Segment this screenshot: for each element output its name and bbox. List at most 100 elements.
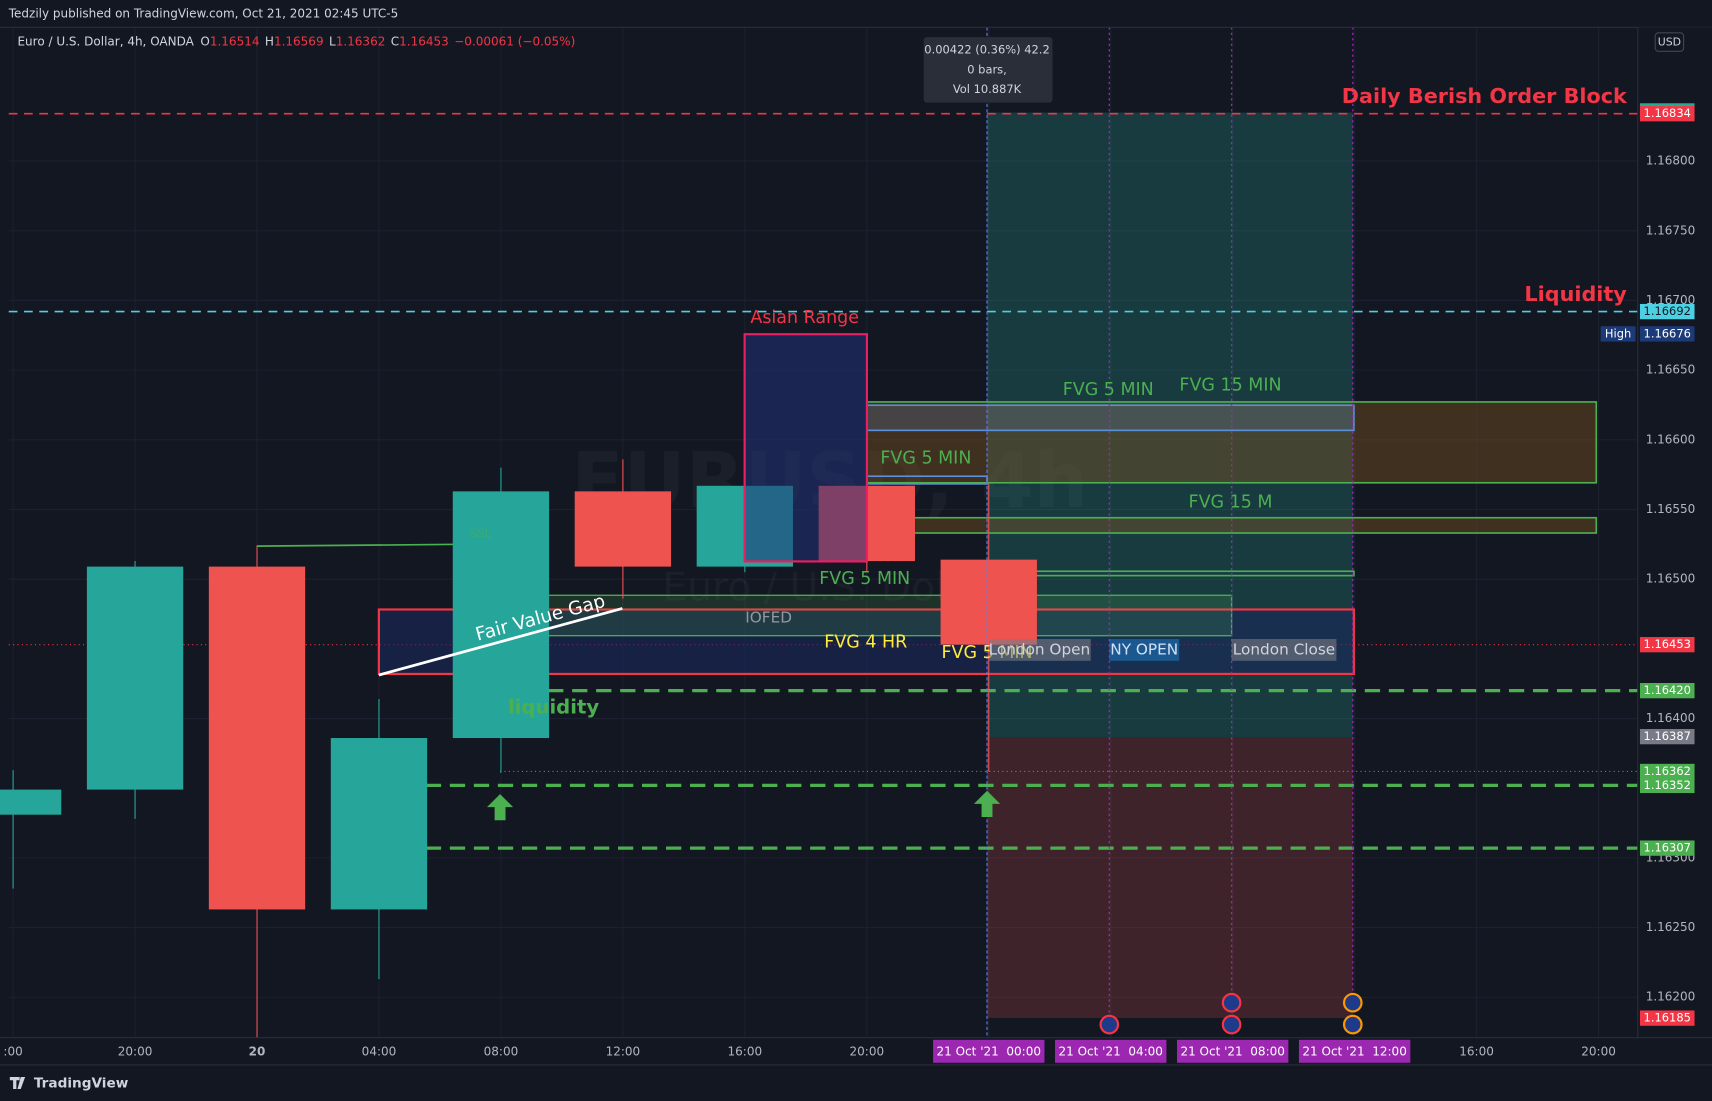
price-axis bbox=[1637, 27, 1712, 1038]
price-label-box bbox=[1639, 728, 1695, 745]
event-icon bbox=[1342, 992, 1363, 1013]
session-box bbox=[989, 638, 1091, 661]
price-label: 1.16307 bbox=[1644, 841, 1691, 855]
price-label: 1.16352 bbox=[1644, 778, 1691, 792]
annotation: FVG 15 MIN bbox=[1179, 376, 1281, 396]
iofed-zone bbox=[499, 594, 1233, 637]
x-tick-highlight bbox=[1177, 1039, 1289, 1063]
annotation: FVG 5 MIN bbox=[1063, 380, 1154, 400]
price-label: 1.16387 bbox=[1644, 729, 1691, 743]
x-tick-highlight bbox=[933, 1039, 1045, 1063]
tooltip-text: 0 bars, bbox=[967, 62, 1007, 76]
top-bar bbox=[0, 0, 1712, 28]
x-tick-label: :00 bbox=[3, 1044, 22, 1058]
y-tick-label: 1.16650 bbox=[1646, 363, 1696, 377]
x-tick-label: 20:00 bbox=[1581, 1044, 1616, 1058]
x-tick-label: 08:00 bbox=[484, 1044, 519, 1058]
session-box bbox=[1109, 638, 1180, 661]
x-tick-label: 12:00 bbox=[606, 1044, 641, 1058]
y-tick-label: 1.16700 bbox=[1646, 293, 1696, 307]
candle-body bbox=[452, 491, 550, 739]
x-tick-label: 20:00 bbox=[850, 1044, 885, 1058]
session-label: London Close bbox=[1233, 640, 1335, 658]
annotation: SSL bbox=[469, 527, 491, 541]
annotation: FVG 5 MIN bbox=[819, 569, 910, 589]
y-tick-label: 1.16250 bbox=[1646, 920, 1696, 934]
annotation: liquidity bbox=[508, 695, 599, 718]
session-label: NY OPEN bbox=[1110, 640, 1178, 658]
ohlc-value: 1.16569 bbox=[274, 34, 324, 48]
axes: 1.162001.162501.163001.164001.165001.165… bbox=[3, 103, 1696, 1063]
event-icon bbox=[1099, 1014, 1120, 1035]
price-label: 1.16676 bbox=[1644, 326, 1691, 340]
price-label-box bbox=[1639, 683, 1695, 699]
price-label: 1.16420 bbox=[1644, 683, 1691, 697]
ohlc-value: 1.16514 bbox=[210, 34, 260, 48]
annotation: IOFED bbox=[745, 609, 792, 627]
event-icon bbox=[1221, 992, 1242, 1013]
y-tick-label: 1.16200 bbox=[1646, 990, 1696, 1004]
annotation: Liquidity bbox=[1524, 282, 1627, 306]
legend: Euro / U.S. Dollar, 4h, OANDA O1.16514 H1.… bbox=[17, 34, 575, 48]
ohlc-key: H bbox=[265, 34, 274, 48]
up-arrow bbox=[973, 790, 1001, 818]
x-tick-highlight bbox=[1298, 1039, 1411, 1063]
y-tick-label: 1.16550 bbox=[1646, 502, 1696, 516]
x-tick-label: 16:00 bbox=[728, 1044, 763, 1058]
x-tick-highlight bbox=[1055, 1039, 1167, 1063]
symbol-title: Euro / U.S. Dollar, 4h, OANDA bbox=[17, 34, 194, 48]
currency: USD bbox=[1658, 36, 1681, 49]
event-icon bbox=[1221, 1014, 1242, 1035]
candle-body bbox=[0, 789, 62, 815]
publisher: Tedzily published on TradingView.com, Oc… bbox=[8, 7, 398, 21]
price-label: 1.16362 bbox=[1644, 764, 1691, 778]
ohlc-value: 1.16453 bbox=[399, 34, 449, 48]
price-label: 1.16185 bbox=[1644, 1011, 1691, 1025]
candle-body bbox=[574, 491, 672, 567]
annotation: Daily Berish Order Block bbox=[1342, 84, 1628, 108]
ohlc-key: C bbox=[391, 34, 399, 48]
candle-body bbox=[208, 566, 306, 910]
candles bbox=[0, 459, 1037, 1042]
ohlc-key: O bbox=[200, 34, 209, 48]
y-tick-label: 1.16750 bbox=[1646, 223, 1696, 237]
tooltip-text: 0.00422 (0.36%) 42.2 bbox=[924, 43, 1049, 57]
session-label: London Open bbox=[989, 640, 1091, 658]
x-tick-label: 16:00 bbox=[1459, 1044, 1494, 1058]
y-tick-label: 1.16600 bbox=[1646, 432, 1696, 446]
ohlc-change: −0.00061 (−0.05%) bbox=[454, 34, 575, 48]
event-icon bbox=[1342, 1014, 1363, 1035]
price-label-box bbox=[1639, 777, 1695, 794]
asian-range-box bbox=[743, 333, 869, 563]
ohlc-key: L bbox=[329, 34, 336, 48]
annotation: FVG 5 MIN bbox=[880, 449, 971, 469]
time-axis bbox=[0, 1037, 1712, 1101]
trend-line bbox=[378, 607, 623, 677]
x-tick-label: 21 Oct '21 08:00 bbox=[1180, 1044, 1284, 1058]
annotation: Asian Range bbox=[750, 308, 859, 328]
measure-tooltip bbox=[923, 37, 1053, 103]
x-tick-label: 21 Oct '21 04:00 bbox=[1059, 1044, 1163, 1058]
session-box bbox=[1231, 638, 1337, 661]
ohlc-value: 1.16362 bbox=[336, 34, 386, 48]
candle-body bbox=[940, 559, 1037, 645]
y-tick-label: 1.16800 bbox=[1646, 154, 1696, 168]
price-tag-box bbox=[1600, 326, 1636, 342]
x-tick-label: 20 bbox=[249, 1044, 266, 1058]
x-tick-label: 21 Oct '21 00:00 bbox=[937, 1044, 1041, 1058]
logo bbox=[9, 1076, 26, 1089]
up-arrow bbox=[486, 794, 514, 821]
candle-body bbox=[86, 566, 184, 790]
x-tick-label: 04:00 bbox=[362, 1044, 397, 1058]
brand: TradingView bbox=[34, 1076, 129, 1092]
events bbox=[1099, 992, 1363, 1035]
fvg-zone bbox=[866, 404, 1355, 432]
price-label-box bbox=[1639, 106, 1695, 122]
price-tag: High bbox=[1605, 326, 1631, 340]
x-tick-label: 20:00 bbox=[118, 1044, 153, 1058]
price-label-box bbox=[1639, 1010, 1695, 1026]
price-label-box bbox=[1639, 763, 1695, 780]
price-label: 1.16692 bbox=[1644, 304, 1691, 318]
x-tick-label: 21 Oct '21 12:00 bbox=[1302, 1044, 1406, 1058]
